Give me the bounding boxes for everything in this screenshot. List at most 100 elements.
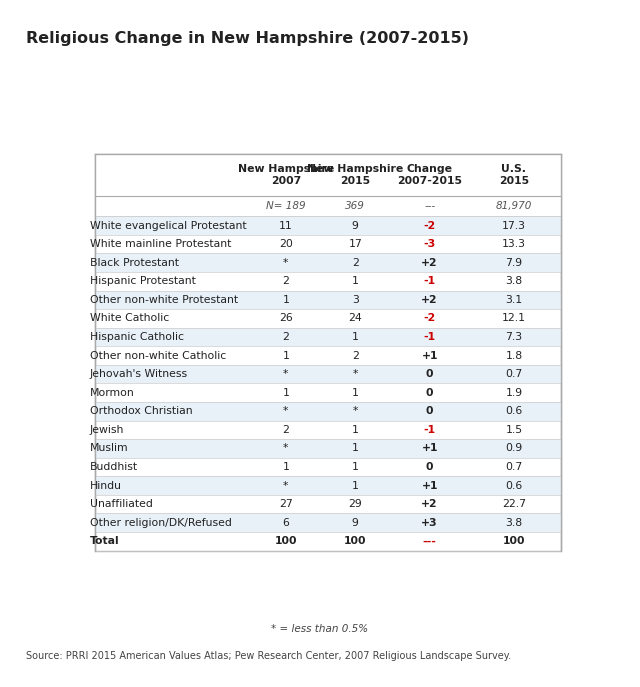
Text: 13.3: 13.3	[502, 239, 526, 249]
Text: 1.5: 1.5	[506, 425, 523, 435]
Text: 3.1: 3.1	[506, 295, 523, 305]
Bar	[95, 439, 561, 458]
Text: 3.8: 3.8	[506, 518, 523, 528]
Text: White evangelical Protestant: White evangelical Protestant	[90, 221, 246, 231]
Text: Other non-white Protestant: Other non-white Protestant	[90, 295, 238, 305]
Text: 1: 1	[352, 332, 358, 342]
Text: -2: -2	[424, 221, 436, 231]
Text: +1: +1	[421, 481, 438, 491]
Text: 0: 0	[426, 387, 433, 398]
Text: 1: 1	[352, 425, 358, 435]
Text: 1: 1	[352, 443, 358, 453]
Text: 26: 26	[279, 313, 292, 324]
Text: 1: 1	[352, 387, 358, 398]
Text: 1: 1	[282, 295, 289, 305]
Text: +3: +3	[421, 518, 438, 528]
Text: 0.6: 0.6	[506, 481, 523, 491]
Text: 369: 369	[346, 201, 365, 211]
Text: 81,970: 81,970	[496, 201, 532, 211]
Text: 0.9: 0.9	[506, 443, 523, 453]
Text: +2: +2	[421, 499, 438, 509]
Bar	[95, 254, 561, 272]
Text: -1: -1	[424, 425, 436, 435]
Text: 3.8: 3.8	[506, 276, 523, 286]
Bar	[95, 513, 561, 532]
Text: 6: 6	[282, 518, 289, 528]
Text: 1: 1	[352, 276, 358, 286]
Text: *: *	[283, 443, 289, 453]
Text: New Hampshire
2007: New Hampshire 2007	[237, 164, 334, 185]
Text: -3: -3	[424, 239, 436, 249]
Bar	[95, 328, 561, 346]
Text: Muslim: Muslim	[90, 443, 129, 453]
Text: Black Protestant: Black Protestant	[90, 258, 179, 268]
Text: Hispanic Catholic: Hispanic Catholic	[90, 332, 184, 342]
Bar	[95, 216, 561, 235]
Text: Source: PRRI 2015 American Values Atlas; Pew Research Center, 2007 Religious Lan: Source: PRRI 2015 American Values Atlas;…	[26, 651, 511, 662]
Text: 0.7: 0.7	[506, 369, 523, 379]
Text: 1: 1	[282, 462, 289, 472]
Text: ---: ---	[423, 537, 436, 546]
Text: 1: 1	[282, 387, 289, 398]
Text: Unaffiliated: Unaffiliated	[90, 499, 153, 509]
Text: *: *	[283, 369, 289, 379]
Text: Total: Total	[90, 537, 120, 546]
Text: 9: 9	[352, 518, 358, 528]
Text: 100: 100	[503, 537, 525, 546]
Text: +1: +1	[421, 350, 438, 361]
Text: 27: 27	[279, 499, 292, 509]
Text: Hindu: Hindu	[90, 481, 122, 491]
Text: 29: 29	[348, 499, 362, 509]
Text: 2: 2	[282, 276, 289, 286]
Text: 17.3: 17.3	[502, 221, 526, 231]
Text: White Catholic: White Catholic	[90, 313, 169, 324]
Text: -2: -2	[424, 313, 436, 324]
Text: 11: 11	[279, 221, 292, 231]
Text: 0: 0	[426, 462, 433, 472]
Text: 0.6: 0.6	[506, 406, 523, 416]
Text: Other non-white Catholic: Other non-white Catholic	[90, 350, 226, 361]
Text: 20: 20	[279, 239, 292, 249]
Bar	[95, 154, 561, 196]
Text: Buddhist: Buddhist	[90, 462, 138, 472]
Text: 3: 3	[352, 295, 358, 305]
Text: 7.3: 7.3	[506, 332, 523, 342]
Text: 2: 2	[352, 258, 358, 268]
Text: New Hampshire
2015: New Hampshire 2015	[307, 164, 403, 185]
Text: +2: +2	[421, 295, 438, 305]
Text: -1: -1	[424, 276, 436, 286]
Text: Orthodox Christian: Orthodox Christian	[90, 406, 193, 416]
Text: 22.7: 22.7	[502, 499, 526, 509]
Text: 9: 9	[352, 221, 358, 231]
Text: Jewish: Jewish	[90, 425, 124, 435]
Text: *: *	[353, 369, 358, 379]
Text: Change
2007-2015: Change 2007-2015	[397, 164, 462, 185]
Text: *: *	[283, 406, 289, 416]
Text: 17: 17	[348, 239, 362, 249]
Text: 100: 100	[275, 537, 297, 546]
Text: Hispanic Protestant: Hispanic Protestant	[90, 276, 196, 286]
Bar	[95, 291, 561, 309]
Text: *: *	[353, 406, 358, 416]
Text: 0: 0	[426, 369, 433, 379]
Text: Other religion/DK/Refused: Other religion/DK/Refused	[90, 518, 232, 528]
Text: 0.7: 0.7	[506, 462, 523, 472]
Text: 12.1: 12.1	[502, 313, 526, 324]
Text: +1: +1	[421, 443, 438, 453]
Text: N= 189: N= 189	[266, 201, 306, 211]
Text: 1: 1	[352, 462, 358, 472]
Bar	[95, 476, 561, 495]
Bar	[95, 402, 561, 420]
Text: U.S.
2015: U.S. 2015	[499, 164, 529, 185]
Text: 0: 0	[426, 406, 433, 416]
Text: 2: 2	[282, 425, 289, 435]
Text: Jehovah's Witness: Jehovah's Witness	[90, 369, 188, 379]
Bar	[95, 196, 561, 216]
Text: Religious Change in New Hampshire (2007-2015): Religious Change in New Hampshire (2007-…	[26, 31, 468, 46]
Text: 1: 1	[282, 350, 289, 361]
Text: -1: -1	[424, 332, 436, 342]
Text: * = less than 0.5%: * = less than 0.5%	[271, 624, 369, 634]
Bar	[95, 365, 561, 383]
Text: 1.8: 1.8	[506, 350, 523, 361]
Text: 7.9: 7.9	[506, 258, 523, 268]
